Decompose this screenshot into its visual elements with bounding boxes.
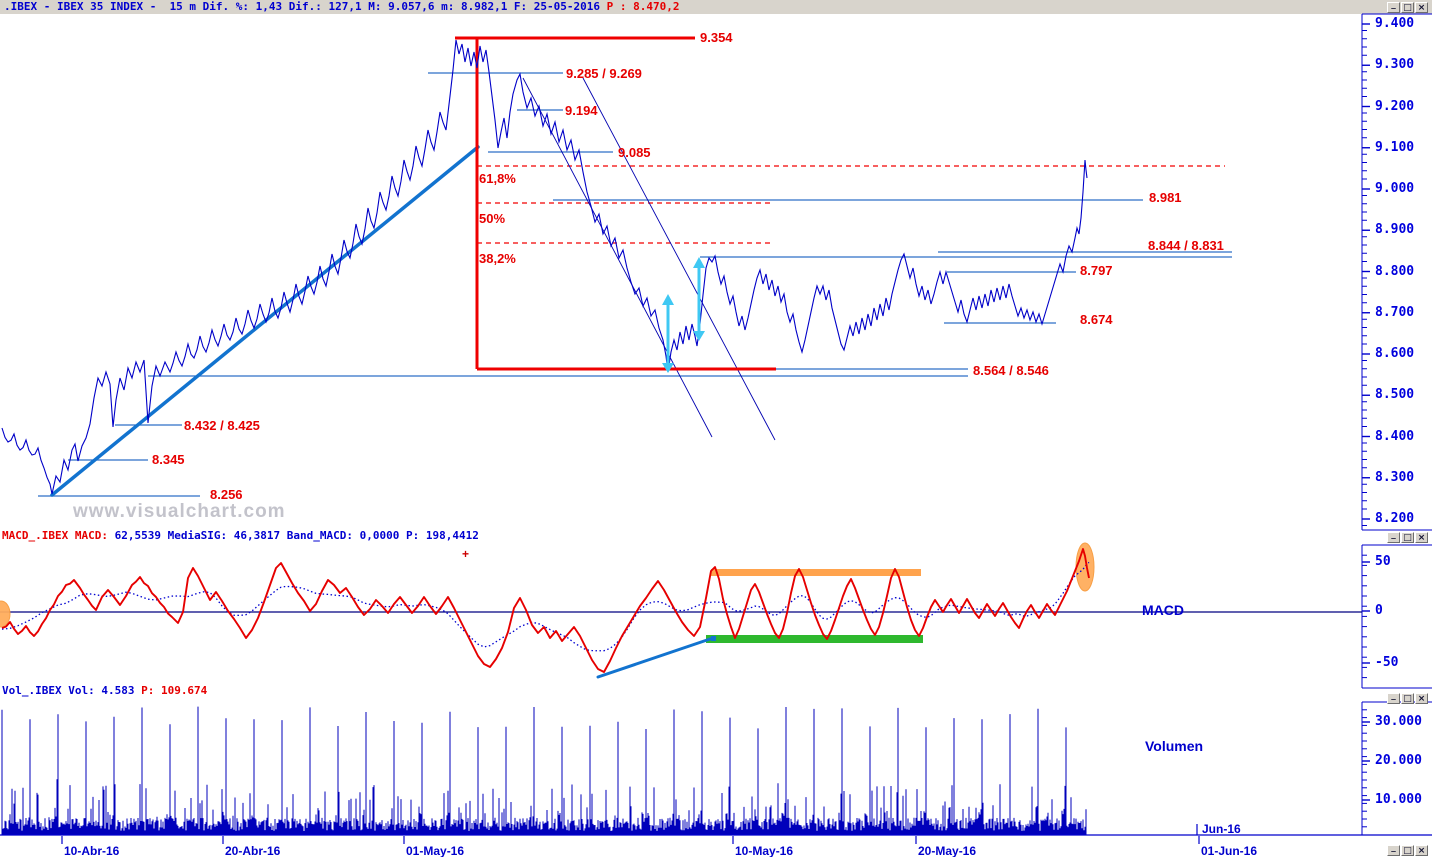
price-axis-label: 9.200 — [1375, 98, 1415, 114]
macd-panel-label: MACD — [1142, 602, 1184, 618]
price-axis-label: 9.000 — [1375, 181, 1415, 196]
macd-signal-line — [1, 561, 1090, 652]
price-axis-label: 8.400 — [1375, 428, 1415, 444]
title-segment-0: .IBEX - IBEX 35 INDEX - 15 m Dif. %: 1,4… — [4, 0, 607, 13]
price-axis-label: 8.300 — [1375, 469, 1415, 485]
level-label: 9.085 — [618, 145, 651, 160]
minimize-button[interactable]: _ — [1387, 531, 1400, 543]
level-label-9354: 9.354 — [700, 30, 733, 45]
date-label: 01-May-16 — [406, 844, 465, 857]
macd-axis-label: 50 — [1375, 554, 1391, 569]
macd-green-highlight-bar — [706, 635, 923, 643]
level-label: 8.797 — [1080, 263, 1113, 278]
fib-label: 38,2% — [479, 251, 516, 266]
level-label: 8.981 — [1149, 190, 1182, 205]
close-button[interactable]: × — [1415, 845, 1428, 856]
close-button[interactable]: × — [1415, 532, 1428, 543]
uptrend-line — [50, 145, 480, 497]
cyan-arrow-head-down-1 — [693, 331, 705, 341]
level-label: 8.345 — [152, 452, 185, 467]
price-axis-label: 9.400 — [1375, 16, 1415, 31]
maximize-button[interactable]: □ — [1401, 693, 1414, 704]
volume-header: Vol_.IBEX Vol: 4.583 P: 109.674 — [2, 684, 207, 697]
cyan-arrow-head-up-1 — [693, 257, 705, 268]
volume-axis-label: 30.000 — [1375, 714, 1422, 729]
macd-header-segment-1: 62,5539 MediaSIG: 46,3817 Band_MACD: 0,0… — [114, 529, 479, 542]
macd-orange-ellipse-1 — [0, 600, 11, 628]
maximize-button[interactable]: □ — [1401, 845, 1414, 856]
channel-line-1 — [582, 77, 776, 441]
price-axis-label: 8.700 — [1375, 304, 1415, 320]
macd-orange-ellipse-0 — [1075, 542, 1095, 592]
level-label: 8.564 / 8.546 — [973, 363, 1049, 378]
macd-header: MACD_.IBEX MACD: 62,5539 MediaSIG: 46,38… — [2, 529, 479, 542]
date-label: 10-Abr-16 — [64, 844, 120, 857]
volume-bars — [1, 706, 1087, 835]
macd-axis-label: 0 — [1375, 603, 1383, 618]
price-axis-label: 8.800 — [1375, 263, 1415, 279]
level-label: 8.844 / 8.831 — [1148, 238, 1224, 253]
channel-line-0 — [522, 77, 713, 438]
price-axis-label: 9.100 — [1375, 139, 1415, 155]
month-label: Jun-16 — [1202, 822, 1241, 836]
close-button[interactable]: × — [1415, 2, 1428, 13]
macd-orange-highlight-bar — [711, 569, 921, 576]
volume-axis-label: 10.000 — [1375, 792, 1422, 807]
price-line — [1, 39, 1088, 495]
cyan-arrow-head-up-0 — [662, 294, 674, 305]
close-button[interactable]: × — [1415, 693, 1428, 704]
price-axis-label: 9.300 — [1375, 57, 1415, 73]
level-label: 8.432 / 8.425 — [184, 418, 260, 433]
macd-axis-label: -50 — [1375, 655, 1399, 670]
maximize-button[interactable]: □ — [1401, 532, 1414, 543]
volume-panel-label: Volumen — [1145, 738, 1204, 754]
date-label: 01-Jun-16 — [1201, 844, 1258, 857]
minimize-button[interactable]: _ — [1387, 692, 1400, 704]
fib-label: 50% — [479, 211, 506, 226]
minimize-button[interactable]: _ — [1387, 1, 1400, 13]
minimize-button[interactable]: _ — [1387, 844, 1400, 856]
macd-line — [1, 548, 1090, 673]
macd-header-segment-0: MACD_.IBEX MACD: — [2, 529, 115, 542]
title-bar: .IBEX - IBEX 35 INDEX - 15 m Dif. %: 1,4… — [0, 0, 1432, 14]
fib-label: 61,8% — [479, 171, 516, 186]
cyan-arrow-head-down-0 — [662, 363, 674, 373]
macd-trend-handle — [711, 636, 716, 641]
level-label: 9.285 / 9.269 — [566, 66, 642, 81]
price-axis-label: 8.500 — [1375, 387, 1415, 403]
level-label: 8.674 — [1080, 312, 1113, 327]
date-label: 10-May-16 — [735, 844, 794, 857]
macd-trend-line — [596, 636, 715, 679]
date-label: 20-May-16 — [918, 844, 977, 857]
level-label: 8.256 — [210, 487, 243, 502]
date-label: 20-Abr-16 — [225, 844, 281, 857]
volume-header-segment-0: Vol_.IBEX Vol: 4.583 — [2, 684, 142, 697]
volume-header-segment-1: P: 109.674 — [141, 684, 208, 697]
price-axis-label: 8.600 — [1375, 346, 1415, 361]
price-axis-label: 8.900 — [1375, 222, 1415, 238]
crosshair-cursor: + — [462, 547, 470, 561]
watermark: www.visualchart.com — [73, 501, 286, 522]
level-label: 9.194 — [565, 103, 598, 118]
volume-axis-label: 20.000 — [1375, 753, 1422, 768]
price-axis-label: 8.200 — [1375, 511, 1415, 526]
maximize-button[interactable]: □ — [1401, 2, 1414, 13]
title-segment-1: P : 8.470,2 — [606, 0, 680, 13]
